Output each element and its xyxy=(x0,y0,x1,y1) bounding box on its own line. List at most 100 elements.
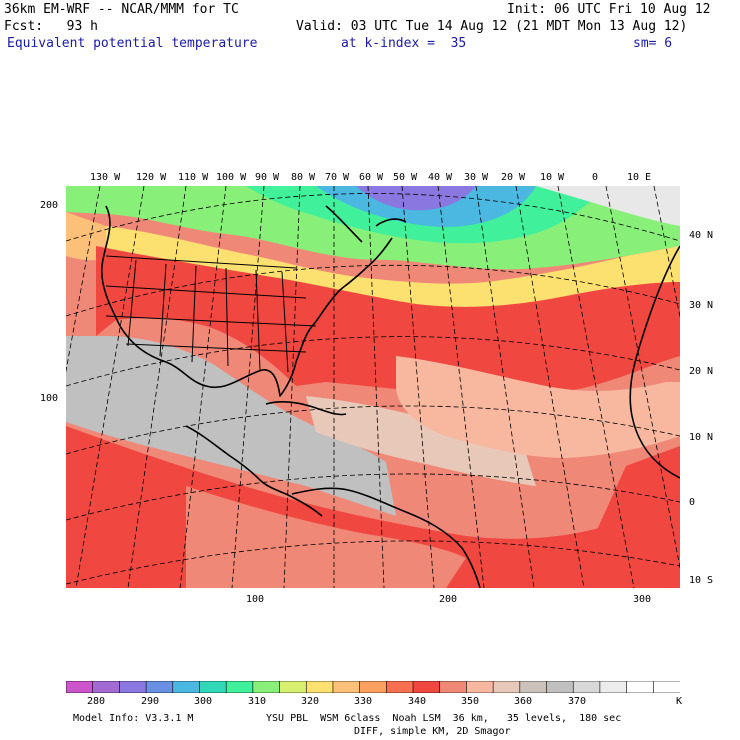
meridian-line xyxy=(367,186,385,588)
canada-coast xyxy=(325,205,407,243)
state-borders xyxy=(127,259,289,373)
parallel-line xyxy=(66,473,680,521)
grid-x-label: 100 xyxy=(246,594,265,605)
colorbar-swatch xyxy=(546,681,574,693)
coastlines xyxy=(100,205,680,588)
init-time: Init: 06 UTC Fri 10 Aug 12 xyxy=(507,2,711,17)
colorbar-label: 350 xyxy=(461,696,480,707)
field-name: Equivalent potential temperature xyxy=(7,36,258,51)
colorbar-swatch xyxy=(279,681,307,693)
colorbar-label: 360 xyxy=(514,696,533,707)
lat-label: 30 N xyxy=(689,300,714,311)
colorbar-swatch xyxy=(332,681,361,693)
colorbar-swatch xyxy=(172,681,201,693)
parallel-line xyxy=(66,540,680,585)
colorbar-swatch xyxy=(492,681,521,693)
state-borders xyxy=(105,285,317,353)
level-info: at k-index = 35 xyxy=(341,36,467,51)
colorbar-label: 340 xyxy=(408,696,427,707)
caribbean-band xyxy=(306,396,536,486)
lon-label: 50 W xyxy=(393,172,418,183)
forecast-hour: Fcst: 93 h xyxy=(4,19,98,34)
colorbar-swatch xyxy=(519,681,548,693)
colorbar-swatch xyxy=(652,681,680,693)
colorbar-swatch xyxy=(466,681,494,693)
model-info: Model Info: V3.3.1 M xyxy=(73,713,194,724)
colorbar-swatch xyxy=(439,681,468,693)
dry-gulf xyxy=(66,336,396,516)
colorbar-swatch xyxy=(386,681,414,693)
east-atlantic-moist xyxy=(596,446,680,532)
grid-y-label: 100 xyxy=(40,393,59,404)
meridian-line xyxy=(557,186,635,588)
lon-label: 100 W xyxy=(216,172,247,183)
lat-label: 10 N xyxy=(689,432,714,443)
us-canada-border xyxy=(105,255,297,269)
colorbar-swatch xyxy=(145,681,174,693)
colorbar-swatch xyxy=(119,681,147,693)
colorbar-label: 280 xyxy=(87,696,106,707)
colorbar-label: 290 xyxy=(141,696,160,707)
coldest-core xyxy=(356,186,476,211)
meridian-line xyxy=(437,186,485,588)
lon-label: 20 W xyxy=(501,172,526,183)
meridian-line xyxy=(66,186,101,373)
lon-label: 90 W xyxy=(255,172,280,183)
colorbar-swatch xyxy=(599,681,628,693)
colorbar-swatch xyxy=(252,681,281,693)
colorbar-unit: K xyxy=(676,696,683,707)
smoothing-info: sm= 6 xyxy=(633,36,673,51)
colorbar-label: 320 xyxy=(301,696,320,707)
physics-info: YSU PBL WSM 6class Noah LSM 36 km, 35 le… xyxy=(266,713,622,724)
lon-label: 0 xyxy=(592,172,599,183)
meridian-line xyxy=(231,186,265,588)
colorbar-label: 370 xyxy=(568,696,587,707)
grid-y-label: 200 xyxy=(40,200,59,211)
colorbar-swatch xyxy=(92,681,121,693)
parallel-line xyxy=(66,193,680,242)
lon-label: 30 W xyxy=(464,172,489,183)
south-america-coast xyxy=(291,487,481,588)
lat-label: 10 S xyxy=(689,575,714,586)
caribbean-islands xyxy=(265,401,347,416)
lon-label: 80 W xyxy=(291,172,316,183)
colorbar-swatch xyxy=(66,681,94,693)
colorbar-swatch xyxy=(305,681,334,693)
meridian-line xyxy=(75,186,145,588)
parallel-line xyxy=(66,405,680,455)
colorbar-swatch xyxy=(412,681,441,693)
valid-time: Valid: 03 UTC Tue 14 Aug 12 (21 MDT Mon … xyxy=(296,19,688,34)
lon-label: 10 E xyxy=(627,172,652,183)
colorbar-label: 330 xyxy=(354,696,373,707)
political-borders xyxy=(105,255,317,373)
lon-label: 110 W xyxy=(178,172,209,183)
colorbar-swatch xyxy=(626,681,654,693)
colorbar-swatch xyxy=(199,681,227,693)
lon-label: 40 W xyxy=(428,172,453,183)
south-america-band xyxy=(186,486,466,588)
lat-label: 40 N xyxy=(689,230,714,241)
colorbar-swatch xyxy=(225,681,254,693)
parallel-line xyxy=(66,336,680,387)
colorbar-swatch xyxy=(359,681,387,693)
meridian-line xyxy=(653,186,680,319)
diffusion-info: DIFF, simple KM, 2D Smagor xyxy=(354,726,511,737)
lon-label: 120 W xyxy=(136,172,167,183)
meridian-line xyxy=(127,186,187,588)
lat-label: 0 xyxy=(689,497,696,508)
meridian-line xyxy=(401,186,435,588)
colorbar-label: 310 xyxy=(248,696,267,707)
parallel-line xyxy=(66,264,680,317)
lon-label: 70 W xyxy=(325,172,350,183)
meridian-line xyxy=(283,186,301,588)
theta-e-map xyxy=(66,186,680,588)
model-title: 36km EM-WRF -- NCAR/MMM for TC xyxy=(4,2,239,17)
colorbar xyxy=(66,681,680,693)
meridian-line xyxy=(475,186,535,588)
warm-ridge xyxy=(96,246,680,396)
meridian-line xyxy=(515,186,585,588)
lat-label: 20 N xyxy=(689,366,714,377)
grid-x-label: 200 xyxy=(439,594,458,605)
colorbar-swatch xyxy=(572,681,601,693)
central-atlantic xyxy=(396,356,680,458)
